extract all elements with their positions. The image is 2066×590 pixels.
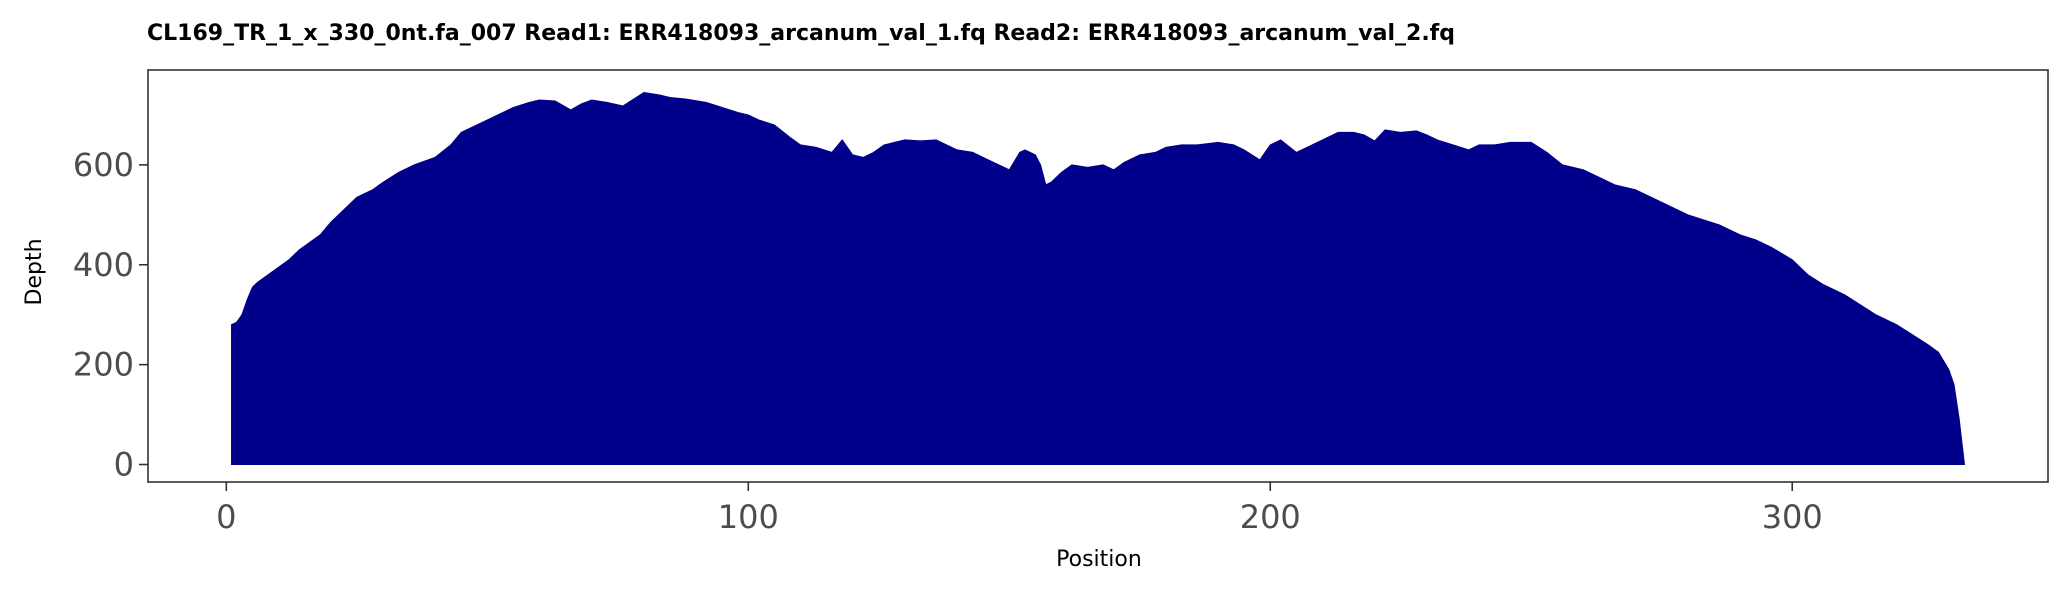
x-axis-title: Position — [1056, 547, 1142, 572]
x-tick-label: 200 — [1240, 498, 1301, 536]
chart-title: CL169_TR_1_x_330_0nt.fa_007 Read1: ERR41… — [147, 21, 1455, 46]
y-tick-label: 600 — [73, 146, 134, 184]
y-tick-label: 400 — [73, 246, 134, 284]
y-axis: 0 200 400 600 — [73, 146, 148, 484]
y-tick-label: 0 — [114, 446, 134, 484]
x-tick-label: 100 — [718, 498, 779, 536]
y-tick-label: 200 — [73, 346, 134, 384]
x-tick-label: 300 — [1762, 498, 1823, 536]
x-axis: 0 100 200 300 — [216, 482, 1823, 536]
y-axis-title: Depth — [22, 238, 47, 305]
plot-panel-border — [147, 69, 2049, 483]
plot-area — [147, 69, 2049, 483]
depth-area-series — [231, 91, 1966, 466]
x-tick-label: 0 — [216, 498, 236, 536]
